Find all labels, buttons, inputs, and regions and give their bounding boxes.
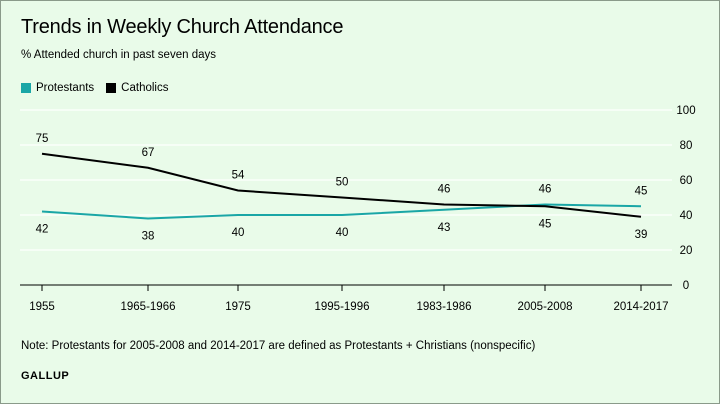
data-label-catholics: 75 [36,133,49,145]
data-label-protestants: 40 [336,227,349,239]
catholics-line [41,152,642,218]
data-label-protestants: 46 [539,184,552,196]
legend-swatch-catholics [106,83,117,93]
y-tick-label: 60 [680,175,693,187]
data-label-catholics: 45 [539,218,552,230]
legend-label-protestants: Protestants [36,82,95,94]
y-tick-label: 100 [676,105,695,117]
data-label-protestants: 45 [635,185,648,197]
protestants-line [41,203,642,220]
data-label-protestants: 43 [438,222,451,234]
legend: Protestants Catholics [21,82,180,94]
source-logo-text: GALLUP [21,370,70,382]
data-label-catholics: 50 [336,177,349,189]
x-tick-label: 1965-1966 [121,301,176,313]
chart-subtitle: % Attended church in past seven days [21,49,216,61]
legend-swatch-protestants [21,83,31,93]
chart-title: Trends in Weekly Church Attendance [21,16,344,38]
data-label-protestants: 38 [142,231,155,243]
x-tick-label: 2005-2008 [518,301,573,313]
legend-item-protestants: Protestants [21,82,94,94]
x-tick-label: 1955 [29,301,55,313]
legend-label-catholics: Catholics [121,82,169,94]
data-label-catholics: 39 [635,229,648,241]
chart-note: Note: Protestants for 2005-2008 and 2014… [21,340,536,352]
y-tick-label: 20 [680,245,693,257]
x-tick-label: 1983-1986 [417,301,472,313]
y-tick-label: 0 [683,280,689,292]
x-tick-label: 1975 [225,301,251,313]
x-tick-label: 1995-1996 [315,301,370,313]
data-label-protestants: 42 [36,224,49,236]
data-label-catholics: 67 [142,147,155,159]
y-tick-label: 80 [680,140,693,152]
y-tick-label: 40 [680,210,693,222]
data-label-protestants: 40 [232,227,245,239]
data-label-catholics: 46 [438,184,451,196]
legend-item-catholics: Catholics [106,82,168,94]
x-tick-label: 2014-2017 [614,301,669,313]
data-label-catholics: 54 [232,170,245,182]
